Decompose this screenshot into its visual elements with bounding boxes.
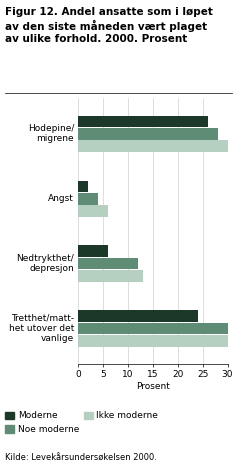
- Bar: [78, 246, 108, 257]
- Bar: [78, 181, 88, 192]
- Bar: [78, 140, 228, 152]
- Text: Figur 12. Andel ansatte som i løpet
av den siste måneden vært plaget
av ulike fo: Figur 12. Andel ansatte som i løpet av d…: [5, 7, 213, 43]
- Bar: [78, 128, 218, 140]
- Bar: [78, 335, 228, 347]
- X-axis label: Prosent: Prosent: [136, 382, 170, 390]
- Bar: [78, 193, 98, 205]
- Text: Kilde: Levekårsundersøkelsen 2000.: Kilde: Levekårsundersøkelsen 2000.: [5, 453, 157, 462]
- Bar: [78, 205, 108, 217]
- Bar: [78, 311, 198, 322]
- Bar: [78, 116, 208, 127]
- Bar: [78, 258, 138, 269]
- Bar: [78, 323, 228, 334]
- Bar: [78, 270, 143, 282]
- Legend: Moderne, Noe moderne, Ikke moderne: Moderne, Noe moderne, Ikke moderne: [5, 411, 158, 434]
